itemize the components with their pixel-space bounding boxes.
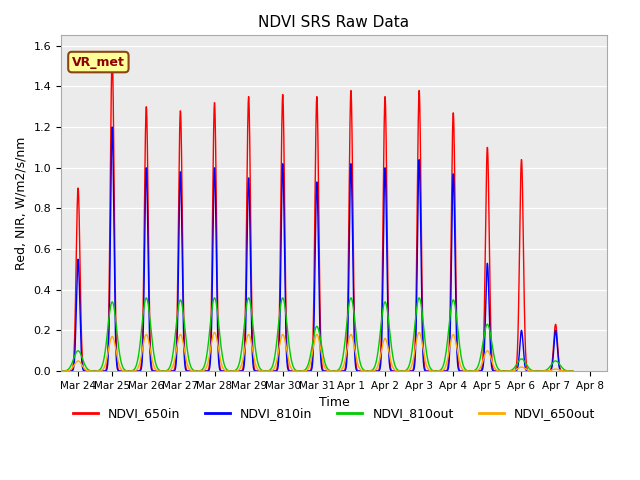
Legend: NDVI_650in, NDVI_810in, NDVI_810out, NDVI_650out: NDVI_650in, NDVI_810in, NDVI_810out, NDV…: [68, 402, 600, 425]
Text: VR_met: VR_met: [72, 56, 125, 69]
X-axis label: Time: Time: [319, 396, 349, 409]
Title: NDVI SRS Raw Data: NDVI SRS Raw Data: [259, 15, 410, 30]
Y-axis label: Red, NIR, W/m2/s/nm: Red, NIR, W/m2/s/nm: [15, 136, 28, 270]
